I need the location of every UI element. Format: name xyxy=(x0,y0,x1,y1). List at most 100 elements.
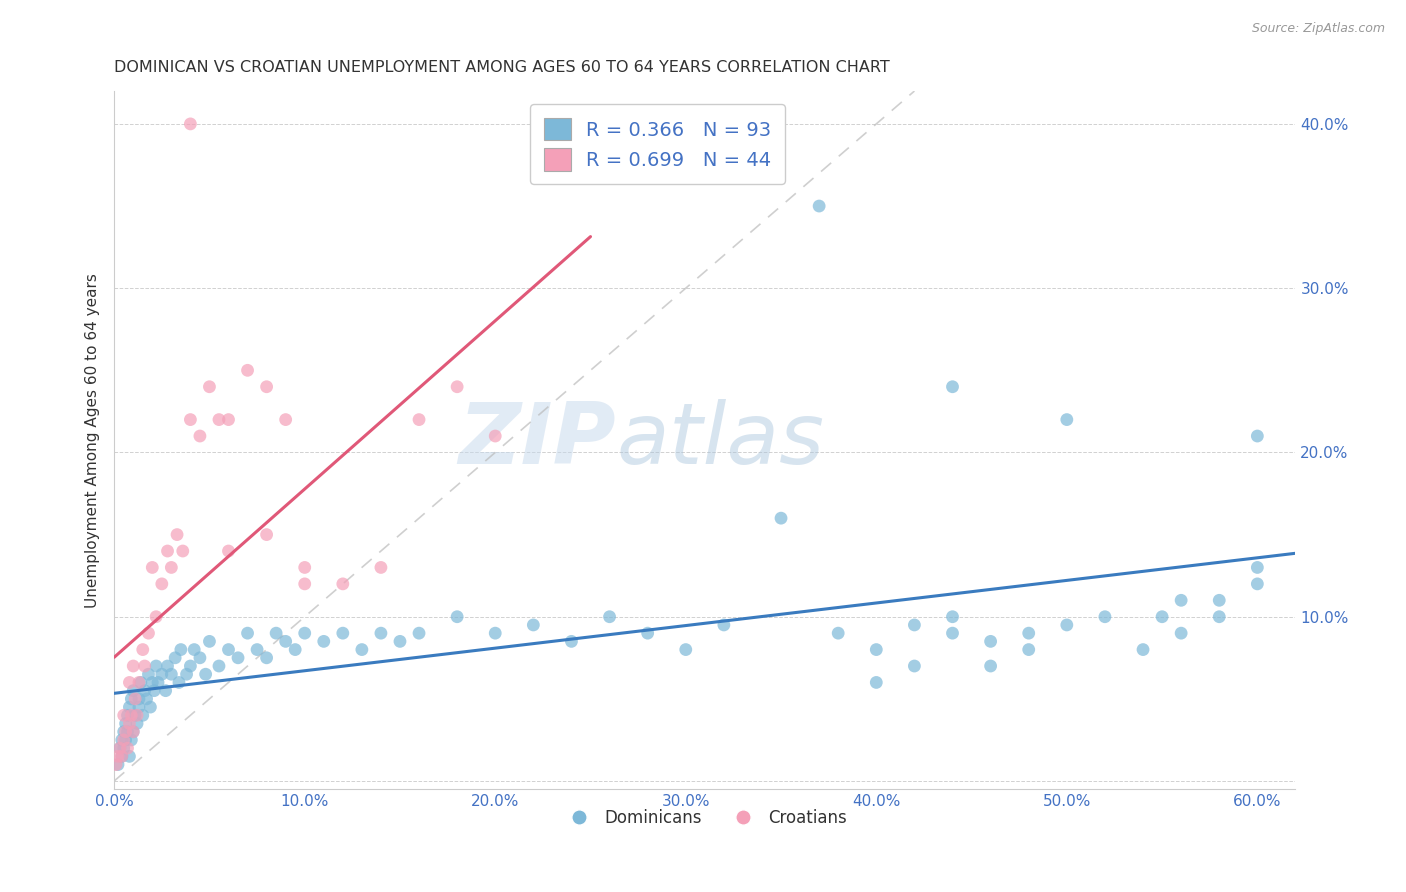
Point xyxy=(941,626,963,640)
Text: DOMINICAN VS CROATIAN UNEMPLOYMENT AMONG AGES 60 TO 64 YEARS CORRELATION CHART: DOMINICAN VS CROATIAN UNEMPLOYMENT AMONG… xyxy=(114,60,890,75)
Point xyxy=(484,626,506,640)
Point xyxy=(1018,642,1040,657)
Point xyxy=(332,626,354,640)
Point xyxy=(1208,609,1230,624)
Point xyxy=(179,659,201,673)
Point xyxy=(118,675,141,690)
Point xyxy=(145,609,167,624)
Point xyxy=(226,650,249,665)
Point xyxy=(941,380,963,394)
Point xyxy=(143,683,166,698)
Point xyxy=(370,626,392,640)
Point xyxy=(179,117,201,131)
Point xyxy=(120,733,142,747)
Point xyxy=(134,683,156,698)
Point xyxy=(1170,626,1192,640)
Point xyxy=(294,560,316,574)
Point xyxy=(125,716,148,731)
Point xyxy=(134,659,156,673)
Point xyxy=(188,429,211,443)
Point xyxy=(350,642,373,657)
Point xyxy=(111,749,134,764)
Point xyxy=(408,626,430,640)
Point xyxy=(675,642,697,657)
Point xyxy=(118,700,141,714)
Point xyxy=(208,412,231,426)
Point xyxy=(120,691,142,706)
Point xyxy=(114,724,136,739)
Point xyxy=(132,642,155,657)
Point xyxy=(332,577,354,591)
Point xyxy=(138,626,160,640)
Point xyxy=(218,544,240,558)
Point xyxy=(122,724,145,739)
Point xyxy=(274,634,297,648)
Point xyxy=(122,683,145,698)
Point xyxy=(167,675,190,690)
Point xyxy=(770,511,793,525)
Point xyxy=(125,708,148,723)
Point xyxy=(1056,412,1078,426)
Point xyxy=(155,683,177,698)
Text: Source: ZipAtlas.com: Source: ZipAtlas.com xyxy=(1251,22,1385,36)
Point xyxy=(194,667,217,681)
Point xyxy=(114,733,136,747)
Point xyxy=(264,626,287,640)
Point xyxy=(170,642,193,657)
Point xyxy=(160,560,183,574)
Point xyxy=(1246,560,1268,574)
Point xyxy=(188,650,211,665)
Point xyxy=(294,626,316,640)
Point xyxy=(1170,593,1192,607)
Point xyxy=(172,544,194,558)
Point xyxy=(522,618,544,632)
Point xyxy=(1246,429,1268,443)
Point xyxy=(827,626,849,640)
Point xyxy=(129,675,152,690)
Point xyxy=(150,667,173,681)
Point xyxy=(808,199,831,213)
Point xyxy=(122,724,145,739)
Point xyxy=(446,609,468,624)
Point xyxy=(139,700,162,714)
Point xyxy=(218,412,240,426)
Point xyxy=(138,667,160,681)
Point xyxy=(599,609,621,624)
Point xyxy=(1152,609,1174,624)
Point xyxy=(128,700,150,714)
Point xyxy=(112,741,135,756)
Legend: Dominicans, Croatians: Dominicans, Croatians xyxy=(555,802,853,833)
Point xyxy=(198,634,221,648)
Point xyxy=(236,626,259,640)
Point xyxy=(388,634,411,648)
Point xyxy=(865,642,887,657)
Point xyxy=(114,716,136,731)
Point xyxy=(218,642,240,657)
Point xyxy=(256,650,278,665)
Point xyxy=(118,749,141,764)
Point xyxy=(111,749,134,764)
Point xyxy=(284,642,307,657)
Point xyxy=(312,634,335,648)
Point xyxy=(256,527,278,541)
Point xyxy=(560,634,582,648)
Point xyxy=(156,544,179,558)
Point xyxy=(274,412,297,426)
Point xyxy=(117,708,139,723)
Point xyxy=(980,659,1002,673)
Point xyxy=(156,659,179,673)
Point xyxy=(112,733,135,747)
Point xyxy=(112,708,135,723)
Point xyxy=(1056,618,1078,632)
Point xyxy=(118,716,141,731)
Point xyxy=(408,412,430,426)
Point xyxy=(128,675,150,690)
Point xyxy=(160,667,183,681)
Point xyxy=(1018,626,1040,640)
Point xyxy=(132,708,155,723)
Point xyxy=(150,577,173,591)
Point xyxy=(165,650,187,665)
Point xyxy=(124,691,146,706)
Point xyxy=(446,380,468,394)
Point xyxy=(117,724,139,739)
